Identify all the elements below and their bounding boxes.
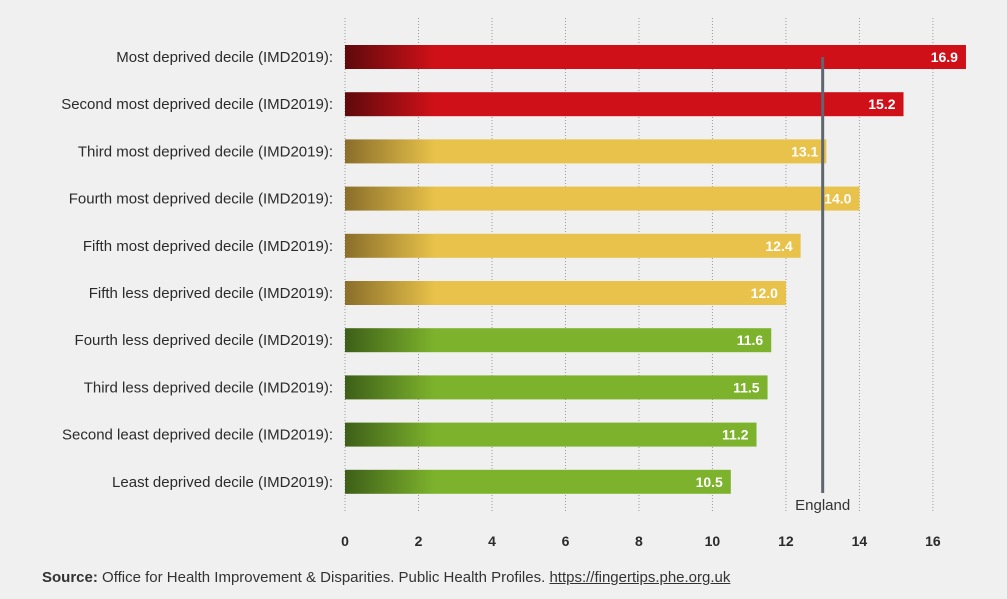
x-tick-5: 10 [705,533,721,549]
source-label: Source: [42,569,98,586]
category-label-6: Fourth less deprived decile (IMD2019): [75,332,333,349]
source-note: Source: Office for Health Improvement & … [42,569,730,586]
category-label-5: Fifth less deprived decile (IMD2019): [89,285,333,302]
value-label-4: 12.4 [765,238,792,254]
bar-5 [345,281,786,305]
bar-0 [345,45,966,69]
bars [345,45,966,494]
bar-9 [345,469,731,494]
value-label-2: 13.1 [791,143,818,159]
value-label-9: 10.5 [696,474,723,490]
category-labels: Most deprived decile (IMD2019): Second mo… [61,49,333,491]
category-label-9: Least deprived decile (IMD2019): [112,474,333,491]
x-tick-0: 0 [341,533,349,549]
x-tick-2: 4 [488,533,496,549]
bar-6 [345,328,772,353]
x-tick-7: 14 [852,533,868,549]
category-label-4: Fifth most deprived decile (IMD2019): [83,238,333,255]
value-label-1: 15.2 [868,96,895,112]
value-label-8: 11.2 [722,427,749,443]
category-label-3: Fourth most deprived decile (IMD2019): [69,191,333,208]
value-label-6: 11.6 [737,332,764,348]
england-label: England [795,497,850,514]
category-label-7: Third less deprived decile (IMD2019): [84,379,333,396]
x-tick-4: 8 [635,533,643,549]
x-tick-8: 16 [925,533,941,549]
x-axis-ticks: 0 2 4 6 8 10 12 14 16 [341,533,941,549]
category-label-0: Most deprived decile (IMD2019): [116,49,333,66]
value-labels: 16.9 15.2 13.1 14.0 12.4 12.0 11.6 11.5 11.2 10.5 [696,49,959,490]
bar-2 [345,139,827,164]
source-link[interactable]: https://fingertips.phe.org.uk [549,569,731,586]
bar-3 [345,186,860,211]
category-label-2: Third most deprived decile (IMD2019): [78,143,333,160]
category-label-8: Second least deprived decile (IMD2019): [62,427,333,444]
source-text: Office for Health Improvement & Disparit… [97,569,550,586]
x-tick-1: 2 [415,533,423,549]
x-tick-6: 12 [778,533,794,549]
bar-1 [345,92,904,117]
bar-7 [345,375,768,400]
value-label-0: 16.9 [931,49,958,65]
value-label-5: 12.0 [751,285,778,301]
x-tick-3: 6 [562,533,570,549]
england-label-bg [787,493,858,515]
value-label-7: 11.5 [733,379,760,395]
bar-8 [345,422,757,447]
bar-4 [345,233,801,258]
england-reference: England [787,57,858,515]
category-label-1: Second most deprived decile (IMD2019): [61,96,333,113]
bar-chart: England Most deprived decile (IMD2019): S… [61,18,966,549]
value-label-3: 14.0 [824,191,851,207]
